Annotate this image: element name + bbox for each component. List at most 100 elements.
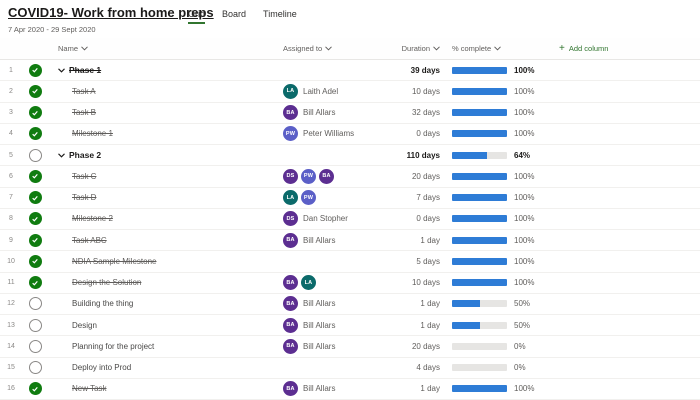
completed-check-icon[interactable] (28, 169, 42, 183)
completed-check-icon[interactable] (28, 233, 42, 247)
name-cell[interactable]: Phase 1 (48, 65, 280, 75)
add-column-button[interactable]: + Add column (545, 43, 700, 53)
duration-cell[interactable]: 1 day (420, 320, 440, 330)
incomplete-circle-icon[interactable] (28, 297, 42, 311)
assigned-cell[interactable]: BA Bill Allars (280, 232, 385, 248)
column-header-name[interactable]: Name (48, 44, 280, 53)
task-row[interactable]: 14 Planning for the project BA Bill Allars 2… (0, 336, 700, 358)
tab-board[interactable]: Board (222, 9, 247, 19)
duration-cell[interactable]: 39 days (410, 65, 440, 75)
task-row[interactable]: 8 Milestone 2 DS Dan Stopher 0 days 100% (0, 208, 700, 230)
percent-complete-cell[interactable]: 0% (440, 363, 545, 372)
task-row[interactable]: 16 New Task BA Bill Allars 1 day 100% (0, 378, 700, 400)
name-cell[interactable]: Task B (48, 108, 280, 117)
assigned-cell[interactable]: DS PW BA (280, 168, 385, 184)
column-header-percent-complete[interactable]: % complete (440, 44, 545, 53)
name-cell[interactable]: Building the thing (48, 299, 280, 308)
assigned-cell[interactable]: BA Bill Allars (280, 296, 385, 312)
assigned-cell[interactable]: LA Laith Adel (280, 83, 385, 99)
assigned-cell[interactable]: PW Peter Williams (280, 126, 385, 142)
task-row[interactable]: 9 Task ABC BA Bill Allars 1 day 100% (0, 230, 700, 252)
name-cell[interactable]: Design (48, 321, 280, 330)
percent-complete-cell[interactable]: 100% (440, 236, 545, 245)
assigned-cell[interactable]: BA Bill Allars (280, 105, 385, 121)
name-cell[interactable]: Design the Solution (48, 278, 280, 287)
percent-complete-cell[interactable]: 100% (440, 278, 545, 287)
percent-complete-cell[interactable]: 100% (440, 193, 545, 202)
name-cell[interactable]: Task D (48, 193, 280, 202)
percent-complete-cell[interactable]: 64% (440, 151, 545, 160)
percent-complete-cell[interactable]: 100% (440, 87, 545, 96)
incomplete-circle-icon[interactable] (28, 148, 42, 162)
duration-cell[interactable]: 1 day (420, 235, 440, 245)
assigned-cell[interactable]: BA Bill Allars (280, 381, 385, 397)
percent-complete-cell[interactable]: 100% (440, 108, 545, 117)
task-row[interactable]: 11 Design the Solution BA LA 10 days 100% (0, 272, 700, 294)
duration-cell[interactable]: 32 days (411, 108, 440, 118)
duration-cell[interactable]: 20 days (411, 171, 440, 181)
duration-cell[interactable]: 1 day (420, 384, 440, 394)
completed-check-icon[interactable] (28, 191, 42, 205)
percent-complete-cell[interactable]: 100% (440, 257, 545, 266)
percent-complete-cell[interactable]: 0% (440, 342, 545, 351)
name-cell[interactable]: Milestone 2 (48, 214, 280, 223)
name-cell[interactable]: Task C (48, 172, 280, 181)
duration-cell[interactable]: 4 days (416, 363, 440, 373)
project-title[interactable]: COVID19- Work from home preps (8, 5, 214, 20)
completed-check-icon[interactable] (28, 276, 42, 290)
completed-check-icon[interactable] (28, 254, 42, 268)
completed-check-icon[interactable] (28, 106, 42, 120)
duration-cell[interactable]: 110 days (406, 150, 440, 160)
percent-complete-cell[interactable]: 100% (440, 214, 545, 223)
duration-cell[interactable]: 0 days (416, 129, 440, 139)
completed-check-icon[interactable] (28, 127, 42, 141)
task-row[interactable]: 6 Task C DS PW BA 20 days 100% (0, 166, 700, 188)
name-cell[interactable]: Task ABC (48, 236, 280, 245)
column-header-duration[interactable]: Duration (385, 44, 440, 53)
name-cell[interactable]: Deploy into Prod (48, 363, 280, 372)
name-cell[interactable]: New Task (48, 384, 280, 393)
duration-cell[interactable]: 0 days (416, 214, 440, 224)
duration-cell[interactable]: 7 days (416, 193, 440, 203)
duration-cell[interactable]: 20 days (411, 341, 440, 351)
task-row[interactable]: 3 Task B BA Bill Allars 32 days 100% (0, 102, 700, 124)
completed-check-icon[interactable] (28, 63, 42, 77)
task-row[interactable]: 4 Milestone 1 PW Peter Williams 0 days 100% (0, 123, 700, 145)
incomplete-circle-icon[interactable] (28, 318, 42, 332)
tab-timeline[interactable]: Timeline (263, 9, 297, 19)
assigned-cell[interactable]: DS Dan Stopher (280, 211, 385, 227)
name-cell[interactable]: NDIA Sample Milestone (48, 257, 280, 266)
assigned-cell[interactable]: LA PW (280, 190, 385, 206)
tab-grid[interactable]: Grid (188, 9, 206, 26)
task-row[interactable]: 13 Design BA Bill Allars 1 day 50% (0, 315, 700, 337)
incomplete-circle-icon[interactable] (28, 339, 42, 353)
percent-complete-cell[interactable]: 50% (440, 299, 545, 308)
chevron-down-icon[interactable] (58, 153, 65, 158)
assigned-cell[interactable]: BA LA (280, 275, 385, 291)
task-row[interactable]: 7 Task D LA PW 7 days 100% (0, 187, 700, 209)
task-row[interactable]: 10 NDIA Sample Milestone 5 days 100% (0, 251, 700, 273)
duration-cell[interactable]: 10 days (411, 278, 440, 288)
duration-cell[interactable]: 1 day (420, 299, 440, 309)
percent-complete-cell[interactable]: 100% (440, 66, 545, 75)
chevron-down-icon[interactable] (58, 68, 65, 73)
assigned-cell[interactable]: BA Bill Allars (280, 317, 385, 333)
name-cell[interactable]: Task A (48, 87, 280, 96)
task-row[interactable]: 1 Phase 1 39 days 100% (0, 60, 700, 82)
completed-check-icon[interactable] (28, 84, 42, 98)
duration-cell[interactable]: 5 days (416, 256, 440, 266)
task-row[interactable]: 2 Task A LA Laith Adel 10 days 100% (0, 81, 700, 103)
duration-cell[interactable]: 10 days (411, 86, 440, 96)
task-row[interactable]: 15 Deploy into Prod 4 days 0% (0, 357, 700, 379)
name-cell[interactable]: Milestone 1 (48, 129, 280, 138)
percent-complete-cell[interactable]: 100% (440, 172, 545, 181)
column-header-assigned-to[interactable]: Assigned to (280, 44, 385, 53)
percent-complete-cell[interactable]: 100% (440, 384, 545, 393)
assigned-cell[interactable]: BA Bill Allars (280, 338, 385, 354)
completed-check-icon[interactable] (28, 382, 42, 396)
name-cell[interactable]: Phase 2 (48, 150, 280, 160)
percent-complete-cell[interactable]: 100% (440, 129, 545, 138)
percent-complete-cell[interactable]: 50% (440, 321, 545, 330)
completed-check-icon[interactable] (28, 212, 42, 226)
task-row[interactable]: 5 Phase 2 110 days 64% (0, 145, 700, 167)
